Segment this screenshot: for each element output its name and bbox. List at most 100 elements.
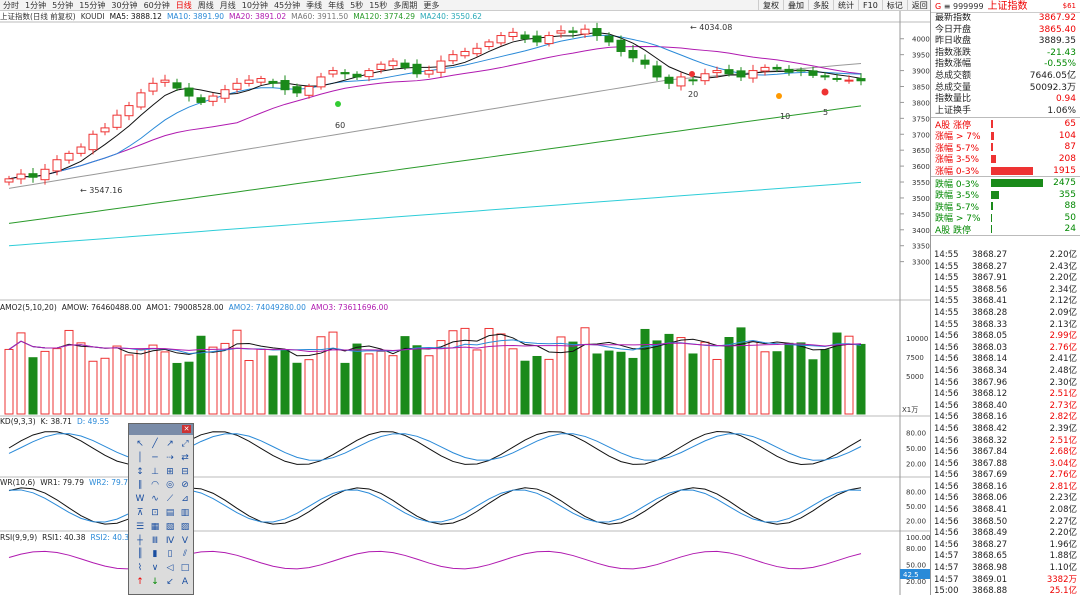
draw-tool-25[interactable]: ▦ [150,521,160,532]
tick-row: 14:56 3868.16 2.82亿 [931,412,1080,424]
tick-time: 14:56 [934,528,959,539]
period-9[interactable]: 10分钟 [241,1,268,10]
tick-time: 14:57 [934,563,959,574]
draw-tool-30[interactable]: Ⅳ [165,535,175,546]
draw-tool-9[interactable]: ⊥ [151,466,159,477]
draw-tool-42[interactable]: ↙ [166,576,174,587]
draw-tool-1[interactable]: ╱ [152,439,158,449]
draw-tool-40[interactable]: ↑ [136,576,144,587]
tool-1[interactable]: 叠加 [783,0,808,11]
close-icon[interactable]: ✕ [182,425,191,433]
draw-tool-22[interactable]: ▤ [165,507,175,518]
period-7[interactable]: 周线 [197,1,214,10]
tick-amount: 2.09亿 [1049,307,1077,318]
tick-amount: 2.76亿 [1049,470,1077,481]
volume-bar [64,329,74,415]
draw-tool-20[interactable]: ⊼ [136,507,144,518]
tick-list[interactable]: 14:55 3868.27 2.20亿 14:55 3868.27 2.43亿 14:55 3… [931,250,1080,598]
draw-tool-28[interactable]: ┼ [137,535,143,546]
volume-bar [472,349,482,415]
draw-tool-23[interactable]: ▥ [180,507,190,518]
period-2[interactable]: 5分钟 [52,1,74,10]
period-14[interactable]: 15秒 [369,1,388,10]
kd-k: K: 38.71 [40,417,72,426]
tick-time: 14:55 [934,296,959,307]
period-0[interactable]: 分时 [3,1,19,10]
draw-tool-0[interactable]: ↖ [136,439,144,449]
tick-amount: 25.1亿 [1049,586,1077,597]
period-10[interactable]: 45分钟 [273,1,301,10]
draw-tool-6[interactable]: ⇢ [166,452,174,463]
tool-0[interactable]: 复权 [758,0,783,11]
tick-price: 3868.41 [972,505,1008,516]
period-3[interactable]: 15分钟 [79,1,106,10]
draw-tool-26[interactable]: ▧ [165,521,175,532]
period-6[interactable]: 日线 [175,1,192,10]
draw-tool-16[interactable]: W [135,494,145,505]
candle-body [172,82,182,89]
draw-tool-21[interactable]: ⊡ [151,507,159,518]
draw-tool-37[interactable]: ∨ [151,563,159,574]
tool-2[interactable]: 多股 [808,0,833,11]
tool-3[interactable]: 统计 [833,0,858,11]
candle-body [268,80,278,84]
tick-time: 14:56 [934,412,959,423]
candle-body [16,173,26,180]
period-8[interactable]: 月线 [219,1,236,10]
draw-tool-32[interactable]: ║ [137,549,143,560]
draw-tool-14[interactable]: ◎ [166,480,174,491]
period-11[interactable]: 季线 [306,1,323,10]
annotation-5: 5 [823,108,828,117]
draw-tool-38[interactable]: ◁ [166,563,174,574]
draw-tool-7[interactable]: ⇄ [181,452,189,463]
draw-tool-2[interactable]: ↗ [166,439,174,449]
chart-area[interactable]: 4000 3950 3900 3850 3800 3750 3700 3650 3600 3550… [0,0,930,595]
candle-body [724,69,734,75]
draw-tool-17[interactable]: ∿ [151,494,159,505]
tool-4[interactable]: F10 [858,0,882,11]
volume-bar [124,354,134,415]
draw-tool-33[interactable]: ▮ [152,549,158,560]
draw-tool-18[interactable]: ⟋ [166,494,174,505]
quote-header: G ≡ 999999 上证指数 $61 [931,0,1080,13]
draw-tool-31[interactable]: Ⅴ [181,535,189,546]
period-15[interactable]: 多周期 [393,1,418,10]
tick-time: 14:55 [934,250,959,260]
draw-tool-11[interactable]: ⊟ [181,466,189,477]
volume-bar [376,350,386,415]
tick-price: 3868.56 [972,284,1008,295]
period-12[interactable]: 年线 [328,1,345,10]
toolbox-titlebar[interactable]: ✕ [129,424,193,435]
draw-tool-39[interactable]: □ [180,563,190,574]
period-1[interactable]: 1分钟 [25,1,47,10]
draw-tool-13[interactable]: ◠ [151,480,159,491]
draw-tool-27[interactable]: ▨ [180,521,190,532]
draw-tool-12[interactable]: ∥ [137,480,143,491]
tool-6[interactable]: 返回 [906,0,932,11]
draw-tool-3[interactable]: ⤢ [181,439,189,449]
rsi-marker: 42.5 [903,571,919,579]
draw-tool-10[interactable]: ⊞ [166,466,174,477]
breakdown-bar [991,154,996,163]
wr-legend: WR(10,6) WR1: 79.79 WR2: 79.79 [0,477,138,488]
draw-tool-19[interactable]: ⊿ [181,494,189,505]
draw-tool-24[interactable]: ☰ [135,521,145,532]
draw-tool-34[interactable]: ▯ [167,549,173,560]
draw-tool-29[interactable]: Ⅲ [151,535,159,546]
draw-tool-15[interactable]: ⊘ [181,480,189,491]
draw-tool-4[interactable]: │ [137,452,143,463]
draw-tool-5[interactable]: ─ [152,452,158,463]
period-4[interactable]: 30分钟 [111,1,138,10]
candle-body [232,82,242,90]
draw-tool-41[interactable]: ↓ [151,576,159,587]
volume-bar [820,349,830,415]
tool-5[interactable]: 标记 [881,0,907,11]
period-13[interactable]: 5秒 [350,1,364,10]
drawing-toolbox[interactable]: ✕ ↖ ╱ ↗ ⤢ │ ─ ⇢ ⇄ ↕ ⊥ ⊞ ⊟ ∥ ◠ ◎ ⊘ W ∿ ⟋ ⊿ ⊼ ⊡ ▤ ▥ ☰ ▦ ▧ ▨ ┼ Ⅲ Ⅳ Ⅴ ║ ▮ ▯ ⫽ ⌇ ∨… [128,423,194,595]
period-16[interactable]: 更多 [423,1,440,10]
draw-tool-35[interactable]: ⫽ [182,549,187,560]
draw-tool-43[interactable]: A [181,576,189,587]
period-5[interactable]: 60分钟 [143,1,170,10]
draw-tool-36[interactable]: ⌇ [137,563,143,574]
draw-tool-8[interactable]: ↕ [136,466,144,477]
